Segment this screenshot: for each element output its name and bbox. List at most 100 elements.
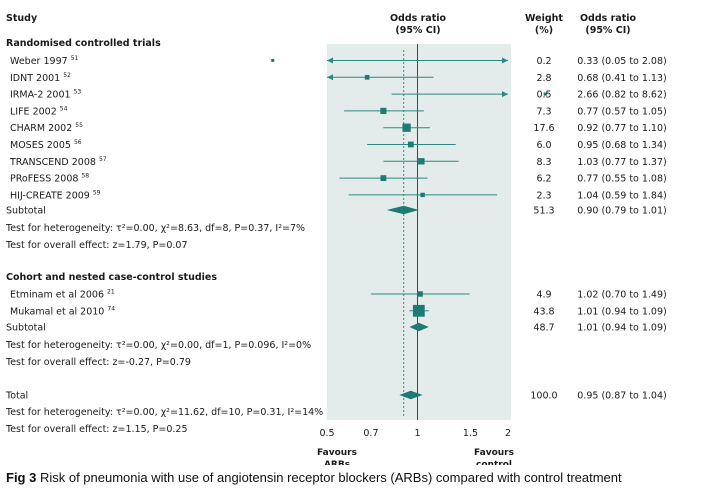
point-marker-moses-2005 bbox=[407, 141, 414, 148]
or-ci-life-2002: 0.77 (0.57 to 1.05) bbox=[577, 106, 666, 117]
overall-effect-cohort: Test for overall effect: z=-0.27, P=0.79 bbox=[5, 357, 191, 368]
study-name-transcend-2008: TRANSCEND 2008 57 bbox=[9, 156, 107, 168]
study-ref-idnt-2001: 52 bbox=[63, 72, 71, 79]
study-name-charm-2002: CHARM 2002 55 bbox=[10, 122, 83, 134]
study-name-moses-2005: MOSES 2005 56 bbox=[10, 139, 82, 151]
point-marker-etminam-et-al-2006 bbox=[417, 291, 423, 297]
weight-weber-1997: 0.2 bbox=[536, 56, 551, 67]
heterogeneity-rct: Test for heterogeneity: τ²=0.00, χ²=8.63… bbox=[5, 223, 305, 234]
subtotal-weight-cohort: 48.7 bbox=[533, 323, 554, 334]
x-tick-label-2: 1 bbox=[414, 428, 420, 439]
or-ci-moses-2005: 0.95 (0.68 to 1.34) bbox=[577, 140, 666, 151]
study-name-life-2002: LIFE 2002 54 bbox=[10, 105, 68, 117]
subtotal-weight-rct: 51.3 bbox=[533, 206, 554, 217]
subtotal-ci-cohort: 1.01 (0.94 to 1.09) bbox=[577, 323, 666, 334]
header-odds-ratio-ci: (95% CI) bbox=[395, 25, 440, 36]
subtotal-diamond-cohort bbox=[409, 322, 429, 332]
or-ci-transcend-2008: 1.03 (0.77 to 1.37) bbox=[577, 157, 666, 168]
point-marker-charm-2002 bbox=[402, 123, 411, 132]
weight-mukamal-et-al-2010: 43.8 bbox=[533, 306, 554, 317]
plot-panel bbox=[327, 44, 511, 420]
group-title-cohort: Cohort and nested case-control studies bbox=[6, 272, 217, 283]
caption-label: Fig 3 bbox=[6, 470, 37, 485]
figure-caption: Fig 3 Risk of pneumonia with use of angi… bbox=[6, 470, 622, 485]
total-label: Total bbox=[5, 391, 28, 402]
or-ci-mukamal-et-al-2010: 1.01 (0.94 to 1.09) bbox=[577, 306, 666, 317]
study-name-weber-1997: Weber 1997 51 bbox=[10, 55, 79, 67]
ci-line-irma-2-2001-arrow-right bbox=[502, 91, 508, 98]
point-marker-mukamal-et-al-2010 bbox=[412, 304, 425, 317]
x-tick-label-3: 1.5 bbox=[463, 428, 478, 439]
header-study: Study bbox=[6, 13, 38, 24]
weight-profess-2008: 6.2 bbox=[536, 174, 551, 185]
study-ref-hij-create-2009: 59 bbox=[93, 189, 101, 196]
study-name-irma-2-2001: IRMA-2 2001 53 bbox=[10, 89, 81, 101]
or-ci-irma-2-2001: 2.66 (0.82 to 8.62) bbox=[577, 90, 666, 101]
group-title-rct: Randomised controlled trials bbox=[6, 38, 161, 49]
point-marker-life-2002 bbox=[380, 107, 387, 114]
overall-effect-rct: Test for overall effect: z=1.79, P=0.07 bbox=[5, 240, 188, 251]
study-name-idnt-2001: IDNT 2001 52 bbox=[10, 72, 71, 84]
header-or-column-ci: (95% CI) bbox=[585, 25, 630, 36]
weight-etminam-et-al-2006: 4.9 bbox=[536, 290, 551, 301]
weight-irma-2-2001: 0.5 bbox=[536, 90, 551, 101]
point-marker-idnt-2001 bbox=[364, 74, 370, 80]
study-ref-weber-1997: 51 bbox=[71, 55, 79, 62]
study-ref-irma-2-2001: 53 bbox=[74, 89, 82, 96]
header-weight-unit: (%) bbox=[535, 25, 553, 36]
point-marker-irma-2-2001 bbox=[543, 92, 547, 96]
point-marker-profess-2008 bbox=[380, 175, 387, 182]
study-name-mukamal-et-al-2010: Mukamal et al 2010 74 bbox=[10, 305, 115, 317]
subtotal-label-rct: Subtotal bbox=[6, 206, 46, 217]
or-ci-hij-create-2009: 1.04 (0.59 to 1.84) bbox=[577, 190, 666, 201]
weight-transcend-2008: 8.3 bbox=[536, 157, 551, 168]
x-tick-label-0: 0.5 bbox=[319, 428, 334, 439]
overall-effect-total: Test for overall effect: z=1.15, P=0.25 bbox=[5, 424, 188, 435]
forest-plot: Study Odds ratio(95% CI)Weight(%)Odds rat… bbox=[5, 13, 667, 465]
header-or-column: Odds ratio bbox=[580, 13, 637, 24]
header-weight: Weight bbox=[525, 13, 563, 24]
total-weight: 100.0 bbox=[530, 391, 557, 402]
point-marker-transcend-2008 bbox=[418, 158, 425, 165]
subtotal-ci-rct: 0.90 (0.79 to 1.01) bbox=[577, 206, 666, 217]
weight-idnt-2001: 2.8 bbox=[536, 73, 551, 84]
study-ref-life-2002: 54 bbox=[60, 105, 68, 112]
ci-line-weber-1997-arrow-right bbox=[502, 57, 508, 64]
x-tick-label-1: 0.7 bbox=[363, 428, 378, 439]
study-ref-etminam-et-al-2006: 21 bbox=[107, 289, 115, 296]
heterogeneity-cohort: Test for heterogeneity: τ²=0.00, χ²=0.00… bbox=[5, 340, 311, 351]
study-name-hij-create-2009: HIJ-CREATE 2009 59 bbox=[10, 189, 101, 201]
total-ci: 0.95 (0.87 to 1.04) bbox=[577, 391, 666, 402]
weight-hij-create-2009: 2.3 bbox=[536, 190, 551, 201]
study-ref-transcend-2008: 57 bbox=[99, 156, 107, 163]
study-name-etminam-et-al-2006: Etminam et al 2006 21 bbox=[10, 289, 115, 301]
subtotal-label-cohort: Subtotal bbox=[6, 323, 46, 334]
study-ref-moses-2005: 56 bbox=[74, 139, 82, 146]
x-tick-label-4: 2 bbox=[505, 428, 511, 439]
weight-moses-2005: 6.0 bbox=[536, 140, 551, 151]
favours-right-line2: control bbox=[476, 460, 512, 465]
study-ref-mukamal-et-al-2010: 74 bbox=[107, 305, 115, 312]
or-ci-charm-2002: 0.92 (0.77 to 1.10) bbox=[577, 123, 666, 134]
or-ci-profess-2008: 0.77 (0.55 to 1.08) bbox=[577, 174, 666, 185]
point-marker-weber-1997 bbox=[271, 59, 275, 62]
caption-text: Risk of pneumonia with use of angiotensi… bbox=[36, 470, 622, 485]
weight-life-2002: 7.3 bbox=[536, 106, 551, 117]
study-ref-charm-2002: 55 bbox=[75, 122, 83, 129]
or-ci-weber-1997: 0.33 (0.05 to 2.08) bbox=[577, 56, 666, 67]
total-diamond bbox=[399, 390, 423, 400]
or-ci-idnt-2001: 0.68 (0.41 to 1.13) bbox=[577, 73, 666, 84]
ci-line-idnt-2001-arrow-left bbox=[327, 74, 333, 81]
study-name-profess-2008: PRoFESS 2008 58 bbox=[10, 173, 89, 185]
ci-line-weber-1997-arrow-left bbox=[327, 57, 333, 64]
or-ci-etminam-et-al-2006: 1.02 (0.70 to 1.49) bbox=[577, 290, 666, 301]
point-marker-hij-create-2009 bbox=[420, 192, 425, 198]
subtotal-diamond-rct bbox=[386, 205, 419, 215]
heterogeneity-total: Test for heterogeneity: τ²=0.00, χ²=11.6… bbox=[5, 407, 323, 418]
favours-left-line2: ARBs bbox=[324, 460, 350, 465]
favours-left-line1: Favours bbox=[317, 448, 357, 458]
favours-right-line1: Favours bbox=[474, 448, 514, 458]
weight-charm-2002: 17.6 bbox=[533, 123, 554, 134]
header-odds-ratio: Odds ratio bbox=[390, 13, 447, 24]
study-ref-profess-2008: 58 bbox=[81, 173, 89, 180]
